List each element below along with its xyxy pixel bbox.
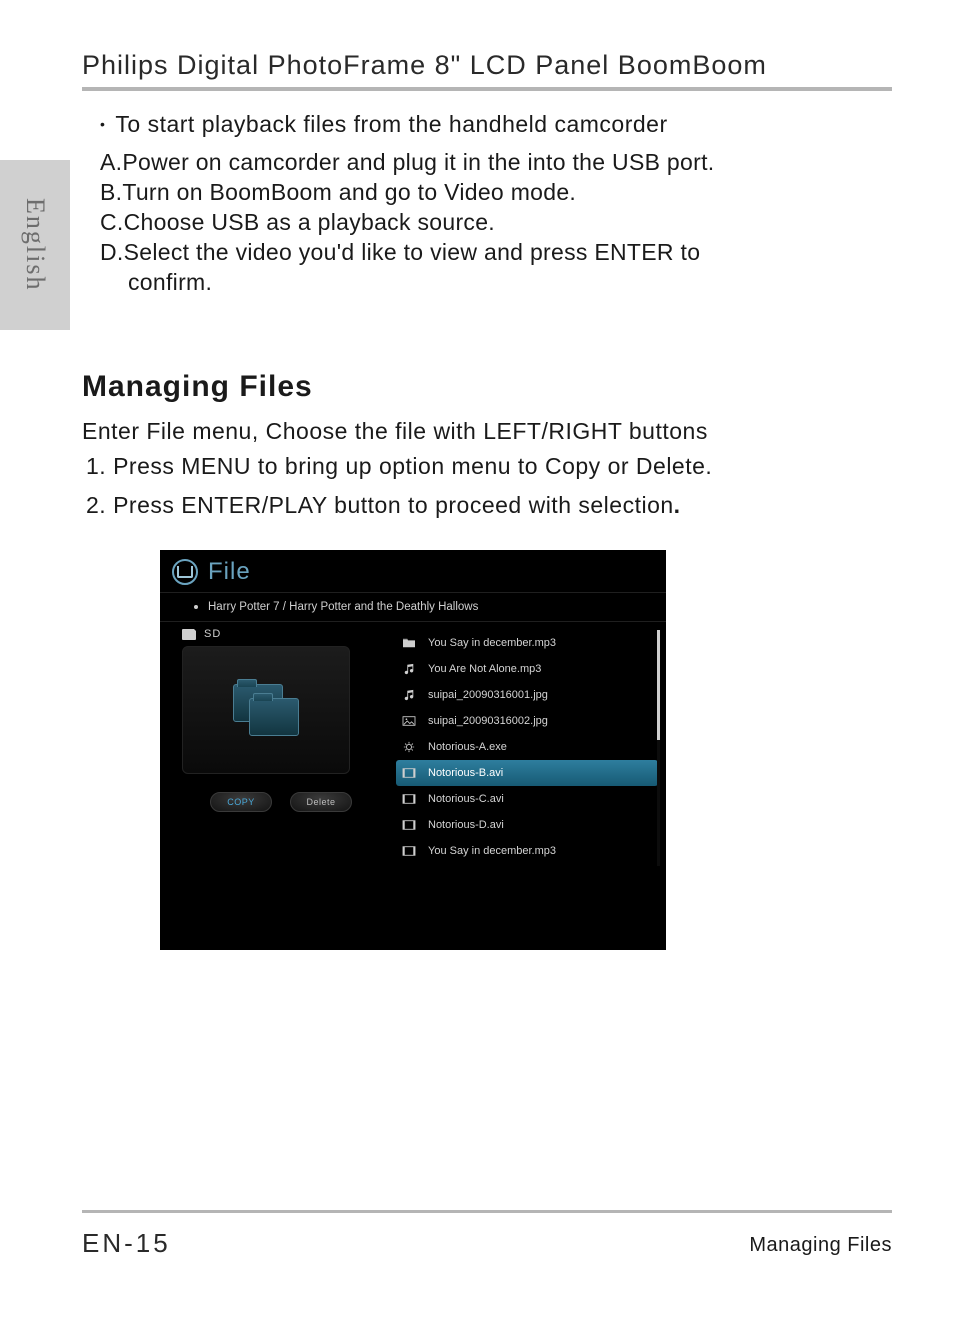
step-a: A.Power on camcorder and plug it in the … [100, 148, 892, 178]
device-screenshot: File Harry Potter 7 / Harry Potter and t… [160, 550, 666, 950]
sd-card-icon [182, 629, 196, 640]
language-tab: English [0, 160, 70, 330]
file-app-icon [172, 559, 198, 585]
breadcrumb: Harry Potter 7 / Harry Potter and the De… [160, 595, 666, 621]
file-row[interactable]: You Say in december.mp3 [396, 630, 658, 656]
file-name: You Are Not Alone.mp3 [428, 663, 541, 675]
file-name: You Say in december.mp3 [428, 845, 556, 857]
file-name: Notorious-C.avi [428, 793, 504, 805]
section-intro: Enter File menu, Choose the file with LE… [82, 416, 892, 447]
preview-pane [182, 646, 350, 774]
screenshot-left-pane: SD COPY Delete [176, 628, 386, 864]
step-d: D.Select the video you'd like to view an… [100, 238, 892, 268]
file-row[interactable]: suipai_20090316002.jpg [396, 708, 658, 734]
file-row[interactable]: Notorious-D.avi [396, 812, 658, 838]
screenshot-body: SD COPY Delete You Say in december.mp3Yo… [160, 624, 666, 874]
video-icon [402, 845, 416, 857]
breadcrumb-text: Harry Potter 7 / Harry Potter and the De… [208, 601, 478, 613]
screenshot-header: File [160, 550, 666, 592]
file-row[interactable]: suipai_20090316001.jpg [396, 682, 658, 708]
content-area: Philips Digital PhotoFrame 8" LCD Panel … [82, 50, 892, 525]
file-name: Notorious-D.avi [428, 819, 504, 831]
video-icon [402, 767, 416, 779]
scrollbar-thumb[interactable] [657, 630, 660, 740]
intro-bullet: To start playback files from the handhel… [100, 109, 892, 140]
document-title: Philips Digital PhotoFrame 8" LCD Panel … [82, 50, 892, 81]
title-rule [82, 87, 892, 91]
header-separator [160, 592, 666, 593]
file-name: You Say in december.mp3 [428, 637, 556, 649]
step-b: B.Turn on BoomBoom and go to Video mode. [100, 178, 892, 208]
image-icon [402, 715, 416, 727]
file-row[interactable]: Notorious-B.avi [396, 760, 658, 786]
numbered-step-1: 1. Press MENU to bring up option menu to… [86, 447, 892, 486]
step-d-cont: confirm. [100, 268, 892, 298]
footer-section-name: Managing Files [749, 1234, 892, 1257]
page: English Philips Digital PhotoFrame 8" LC… [0, 0, 954, 1318]
folder-stack-icon [233, 684, 299, 736]
action-buttons: COPY Delete [176, 792, 386, 812]
folder-icon [402, 637, 416, 649]
file-name: Notorious-A.exe [428, 741, 507, 753]
file-row[interactable]: You Say in december.mp3 [396, 838, 658, 864]
delete-button[interactable]: Delete [290, 792, 352, 812]
music-icon [402, 663, 416, 675]
gear-icon [402, 741, 416, 753]
file-row[interactable]: Notorious-C.avi [396, 786, 658, 812]
storage-row[interactable]: SD [176, 628, 386, 640]
page-number: EN-15 [82, 1228, 171, 1259]
copy-button[interactable]: COPY [210, 792, 272, 812]
music-icon [402, 689, 416, 701]
file-row[interactable]: You Are Not Alone.mp3 [396, 656, 658, 682]
step-c: C.Choose USB as a playback source. [100, 208, 892, 238]
numbered-step-2-period: . [674, 492, 681, 518]
storage-label: SD [204, 628, 221, 640]
video-icon [402, 793, 416, 805]
numbered-step-2-text: 2. Press ENTER/PLAY button to proceed wi… [86, 492, 674, 518]
breadcrumb-dot-icon [194, 605, 198, 609]
screenshot-title: File [208, 558, 251, 586]
section-title: Managing Files [82, 370, 892, 404]
footer-rule [82, 1210, 892, 1213]
file-name: Notorious-B.avi [428, 767, 503, 779]
file-row[interactable]: Notorious-A.exe [396, 734, 658, 760]
file-name: suipai_20090316001.jpg [428, 689, 548, 701]
numbered-step-2: 2. Press ENTER/PLAY button to proceed wi… [86, 486, 892, 525]
file-list: You Say in december.mp3 You Are Not Alone… [396, 628, 658, 864]
crumb-separator [160, 621, 666, 622]
file-name: suipai_20090316002.jpg [428, 715, 548, 727]
language-label: English [20, 198, 50, 291]
video-icon [402, 819, 416, 831]
